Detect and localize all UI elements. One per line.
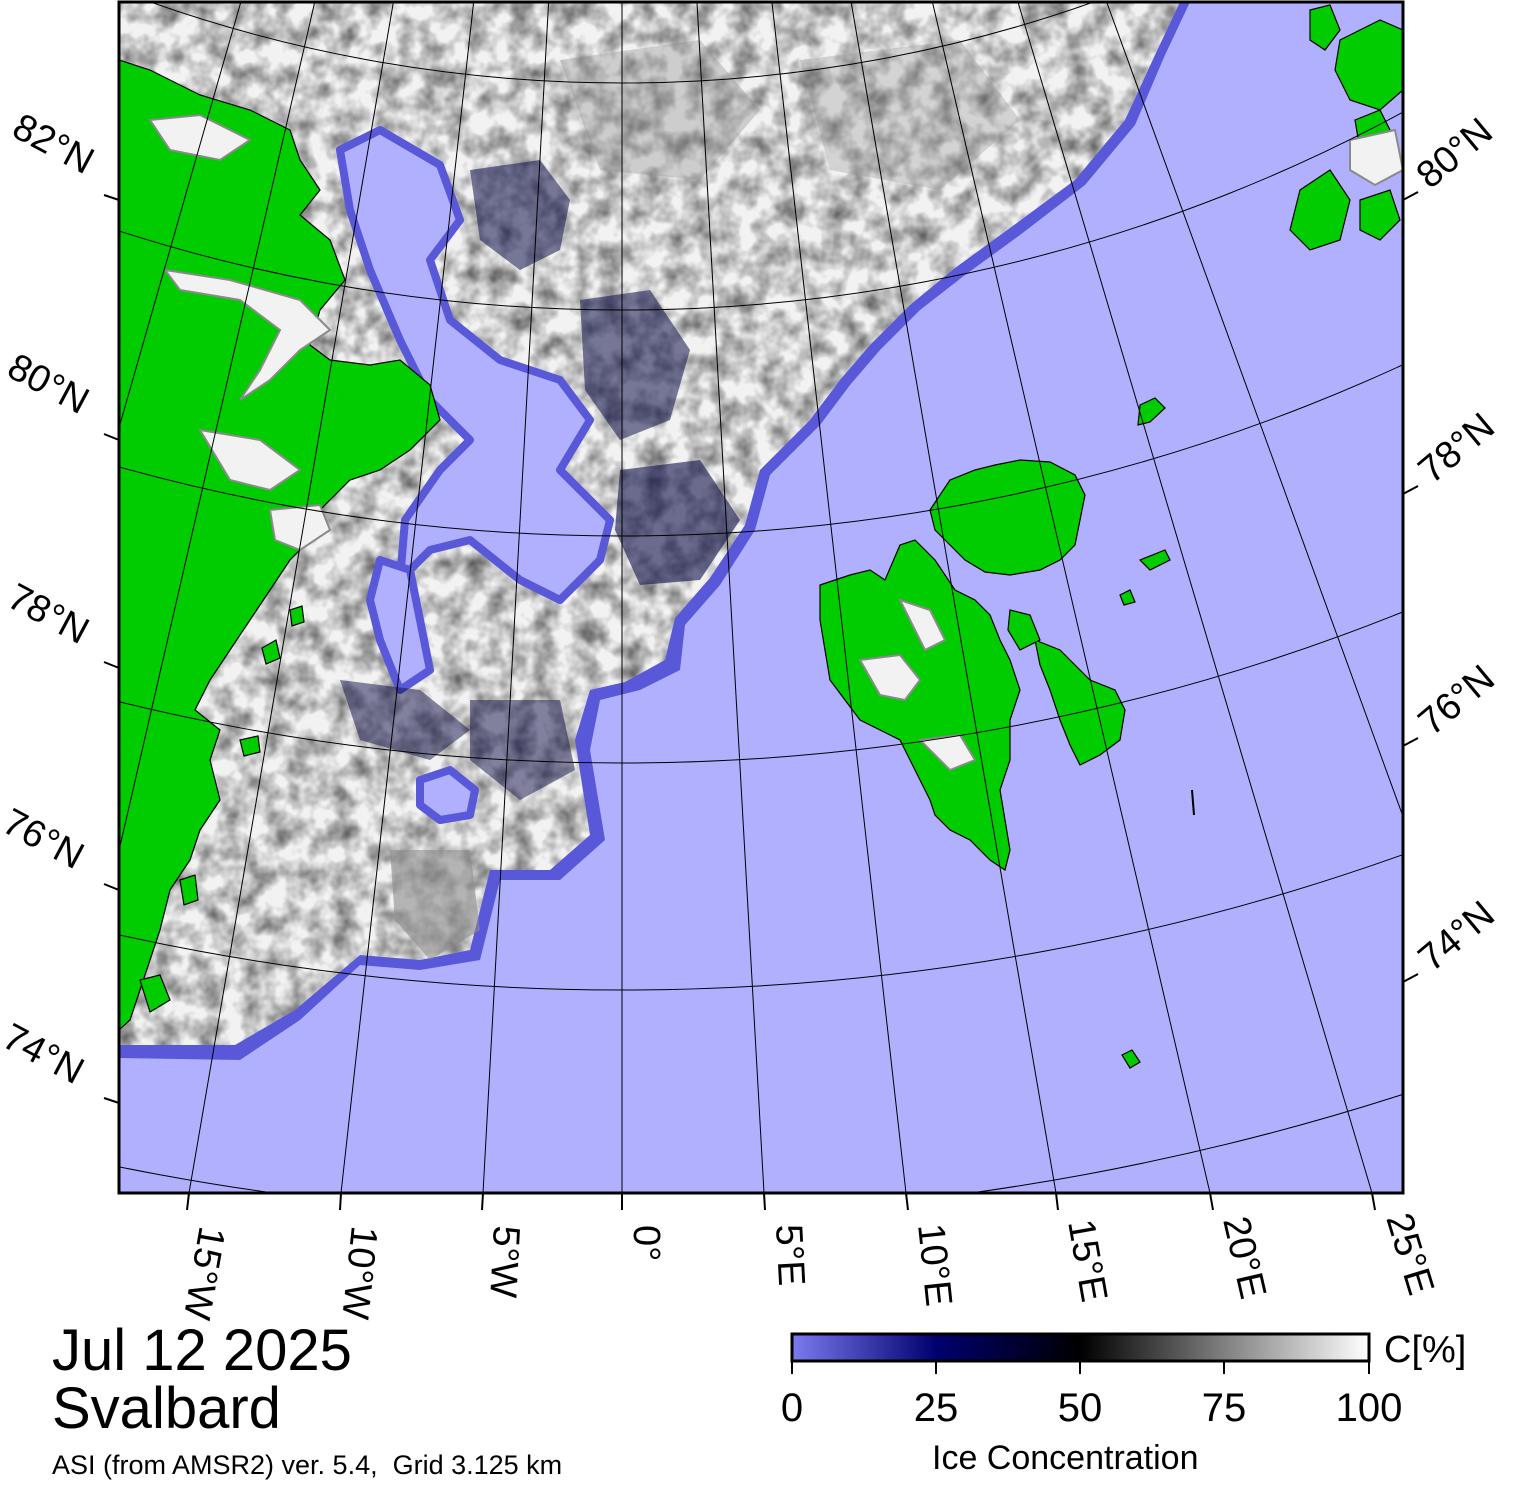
lat-labels-right: 80°N 78°N 76°N 74°N xyxy=(1409,110,1503,980)
lat-label-78n-right: 78°N xyxy=(1411,405,1503,492)
colorbar-tick-50: 50 xyxy=(1057,1386,1103,1430)
graticule xyxy=(119,2,1403,1193)
lat-label-74n-right: 74°N xyxy=(1411,893,1503,980)
region-label: Svalbard xyxy=(52,1376,281,1441)
colorbar-tick-25: 25 xyxy=(913,1386,959,1430)
lon-label-25e: 25°E xyxy=(1377,1208,1441,1299)
lon-label-15w: 15°W xyxy=(175,1223,233,1322)
colorbar-unit: C[%] xyxy=(1384,1329,1467,1371)
lon-label-15e: 15°E xyxy=(1059,1216,1115,1305)
colorbar-tick-100: 100 xyxy=(1335,1386,1403,1430)
lon-label-5w: 5°W xyxy=(481,1225,527,1299)
colorbar-title: Ice Concentration xyxy=(932,1439,1199,1477)
lat-label-78n-left: 78°N xyxy=(1,576,96,653)
colorbar xyxy=(790,1332,1371,1363)
lat-label-82n: 82°N xyxy=(6,106,101,183)
lat-label-80n-left: 80°N xyxy=(1,346,96,423)
lon-label-0: 0° xyxy=(625,1225,667,1261)
lat-label-74n-left: 74°N xyxy=(0,1016,90,1093)
axis-ticks xyxy=(103,191,1419,1211)
lon-label-10e: 10°E xyxy=(909,1222,959,1309)
lat-label-76n-left: 76°N xyxy=(0,801,90,878)
lat-labels-left: 82°N 80°N 78°N 76°N 74°N xyxy=(0,106,100,1093)
colorbar-tick-75: 75 xyxy=(1201,1386,1247,1430)
map-frame xyxy=(117,0,1405,1195)
franz-josef-land xyxy=(1289,4,1403,251)
colorbar-ticks xyxy=(791,1361,1370,1374)
source-label: ASI (from AMSR2) ver. 5.4, Grid 3.125 km xyxy=(52,1450,563,1480)
colorbar-tick-0: 0 xyxy=(780,1386,804,1430)
lat-label-80n-right: 80°N xyxy=(1409,110,1501,197)
lon-label-20e: 20°E xyxy=(1214,1213,1274,1303)
lon-label-10w: 10°W xyxy=(333,1224,385,1321)
lon-label-5e: 5°E xyxy=(767,1223,812,1287)
greenland-land xyxy=(119,59,441,1031)
lat-label-76n-right: 76°N xyxy=(1411,657,1503,744)
lon-labels: 15°W 10°W 5°W 0° 5°E 10°E 15°E 20°E 25°E xyxy=(175,1208,1442,1322)
date-label: Jul 12 2025 xyxy=(52,1318,352,1383)
